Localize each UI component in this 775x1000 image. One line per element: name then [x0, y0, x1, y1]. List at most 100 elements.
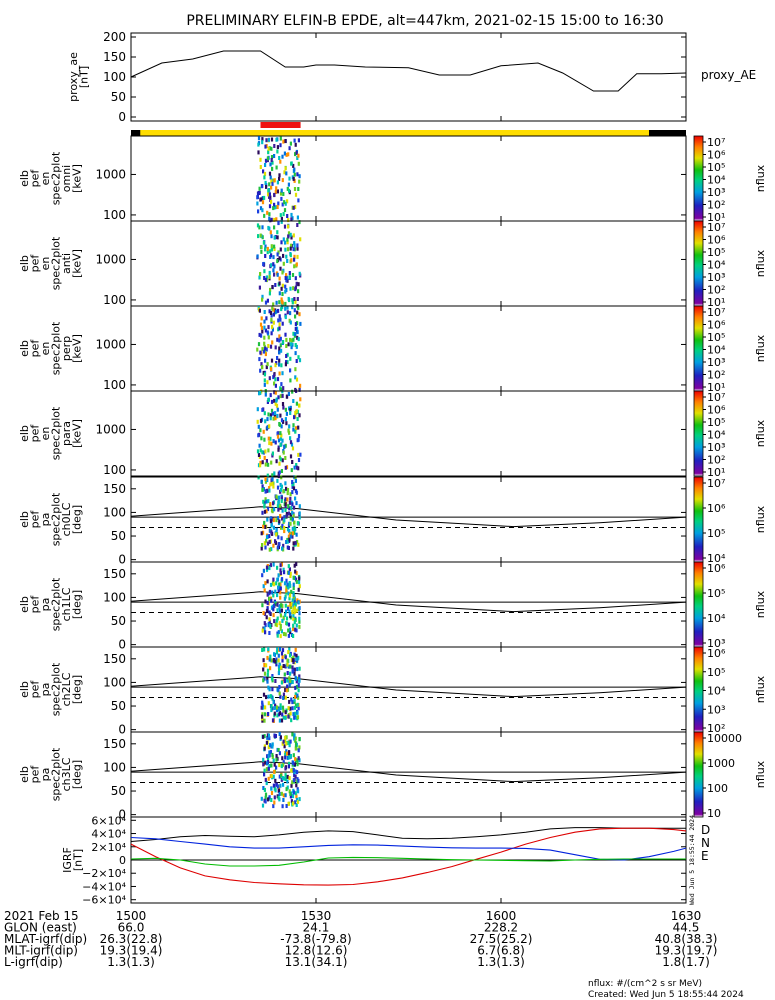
elb_pef_pa_spec2plot_ch3LC-pixel	[294, 774, 297, 779]
elb_pef_pa_spec2plot_ch3LC-pixel	[263, 772, 266, 777]
elb_pef_pa_spec2plot_ch2LC-pixel	[294, 675, 297, 680]
elb_pef_pa_spec2plot_ch0LC-pixel	[298, 515, 301, 520]
elb_pef_pa_spec2plot_ch0LC-pixel	[286, 545, 289, 550]
crest: Wed Jun 5 18:55:44 2024	[688, 815, 696, 905]
elb_pef_pa_spec2plot_ch2LC-pixel	[261, 718, 264, 723]
elb_pef_pa_spec2plot_ch2LC-pixel	[294, 715, 297, 720]
elb_pef_en_spec2plot_perp-pixel	[292, 337, 295, 342]
elb_pef_pa_spec2plot_ch3LC-pixel	[295, 797, 299, 802]
elb_pef_pa_spec2plot_ch3LC-pixel	[269, 743, 272, 748]
elb_pef_pa_spec2plot_ch2LC-pixel	[270, 708, 273, 713]
elb_pef_pa_spec2plot_ch2LC-loss-cone-line	[130, 676, 687, 698]
elb_pef_en_spec2plot_omni-pixel	[289, 141, 292, 146]
elb_pef_en_spec2plot_perp-pixel	[295, 326, 299, 331]
elb_pef_en_spec2plot_perp-pixel	[296, 310, 299, 315]
elb_pef_pa_spec2plot_ch2LC-pixel	[263, 718, 266, 723]
elb_pef_en_spec2plot_anti-frame	[130, 220, 687, 307]
elb_pef_en_spec2plot_anti-pixel	[280, 297, 283, 302]
elb_pef_en_spec2plot_para-pixel	[297, 434, 301, 438]
elb_pef_pa_spec2plot_ch0LC-pixel	[298, 504, 301, 509]
elb_pef_en_spec2plot_para-pixel	[299, 397, 302, 402]
elb_pef_pa_spec2plot_ch1LC-pixel	[289, 583, 292, 588]
elb_pef_en_spec2plot_para-pixel	[256, 407, 259, 412]
elb_pef_en_spec2plot_omni-pixel	[293, 138, 296, 143]
elb_pef_en_spec2plot_para-pixel	[297, 458, 301, 462]
elb_pef_pa_spec2plot_ch2LC-pixel	[289, 711, 292, 716]
elb_pef_pa_spec2plot_ch2LC-pixel	[276, 687, 279, 692]
elb_pef_pa_spec2plot_ch1LC-pixel	[288, 627, 292, 632]
elb_pef_en_spec2plot_anti-pixel	[293, 297, 296, 301]
elb_pef_en_spec2plot_para-pixel	[256, 449, 260, 454]
elb_pef_en_spec2plot_perp-pixel	[269, 344, 273, 349]
elb_pef_pa_spec2plot_ch0LC-pixel	[260, 546, 263, 551]
elb_pef_pa_spec2plot_ch1LC-pixel	[295, 571, 298, 576]
igrf-series-d	[130, 827, 687, 886]
elb_pef_en_spec2plot_para-pixel	[285, 394, 288, 399]
elb_pef_en_spec2plot_perp-pixel	[278, 338, 281, 343]
elb_pef_pa_spec2plot_ch3LC-pixel	[285, 787, 288, 792]
elb_pef_pa_spec2plot_ch2LC-pixel	[281, 655, 284, 660]
elb_pef_pa_spec2plot_ch2LC-pixel	[285, 688, 288, 693]
elb_pef_en_spec2plot_omni-pixel	[275, 186, 278, 191]
elb_pef_pa_spec2plot_ch0LC-pixel	[272, 518, 275, 523]
elb_pef_pa_spec2plot_ch1LC-pixel	[263, 626, 266, 631]
elb_pef_pa_spec2plot_ch1LC-pixel	[289, 574, 292, 578]
elb_pef_pa_spec2plot_ch3LC-pixel	[296, 799, 300, 804]
elb_pef_pa_spec2plot_ch1LC-pixel	[295, 608, 298, 613]
elb_pef_pa_spec2plot_ch0LC-pixel	[275, 518, 278, 523]
elb_pef_en_spec2plot_omni-pixel	[282, 212, 285, 217]
elb_pef_pa_spec2plot_ch0LC-pixel	[295, 532, 298, 537]
elb_pef_pa_spec2plot_ch1LC-pixel	[262, 611, 265, 616]
elb_pef_pa_spec2plot_ch1LC-pixel	[285, 616, 289, 621]
elb_pef_en_spec2plot_para-pixel	[293, 415, 296, 420]
elb_pef_pa_spec2plot_ch3LC-pixel	[267, 733, 270, 738]
elb_pef_pa_spec2plot_ch0LC-pixel	[263, 503, 266, 508]
elb_pef_en_spec2plot_para-pixel	[271, 451, 274, 456]
elb_pef_pa_spec2plot_ch1LC-pixel	[287, 622, 291, 627]
elb_pef_en_spec2plot_para-pixel	[296, 417, 299, 421]
elb_pef_en_spec2plot_perp-ylabel-line: perp	[60, 336, 73, 361]
science-zone-bar	[260, 122, 301, 128]
elb_pef_pa_spec2plot_ch0LC-pixel	[288, 500, 291, 505]
elb_pef_en_spec2plot_anti-ylabel-line: elb	[18, 255, 31, 272]
elb_pef_pa_spec2plot_ch3LC-pixel	[277, 795, 280, 800]
elb_pef_pa_spec2plot_ch2LC-pixel	[267, 712, 270, 716]
elb_pef_en_spec2plot_anti-pixel	[273, 264, 276, 269]
elb_pef_pa_spec2plot_ch2LC-pixel	[276, 705, 279, 710]
elb_pef_pa_spec2plot_ch1LC-pixel	[272, 607, 275, 612]
elb_pef_en_spec2plot_anti-pixel	[299, 237, 302, 242]
elb_pef_pa_spec2plot_ch3LC-pixel	[297, 748, 300, 753]
elb_pef_pa_spec2plot_ch3LC-pixel	[262, 786, 265, 790]
elb_pef_pa_spec2plot_ch1LC-pixel	[272, 613, 275, 618]
elb_pef_pa_spec2plot_ch1LC-pixel	[261, 628, 264, 633]
elb_pef_pa_spec2plot_ch2LC-pixel	[291, 706, 294, 711]
elb_pef_en_spec2plot_perp-pixel	[278, 358, 281, 363]
elb_pef_pa_spec2plot_ch1LC-pixel	[298, 584, 301, 589]
elb_pef_pa_spec2plot_ch0LC-ytick-label: 0	[118, 553, 126, 567]
elb_pef_en_spec2plot_para-pixel	[271, 411, 274, 416]
elb_pef_en_spec2plot_anti-pixel	[266, 298, 269, 303]
elb_pef_en_spec2plot_perp-pixel	[298, 387, 301, 392]
elb_pef_en_spec2plot_anti-pixel	[296, 223, 299, 227]
elb_pef_en_spec2plot_perp-pixel	[270, 317, 273, 322]
elb_pef_en_spec2plot_omni-pixel	[261, 140, 264, 145]
elb_pef_en_spec2plot_omni-pixel	[270, 185, 273, 190]
elb_pef_pa_spec2plot_ch0LC-pixel	[291, 484, 294, 489]
elb_pef_pa_spec2plot_ch0LC-pixel	[291, 490, 294, 495]
elb_pef_en_spec2plot_omni-ylabel-line: omni	[60, 165, 73, 192]
elb_pef_pa_spec2plot_ch2LC-pixel	[293, 715, 296, 720]
elb_pef_pa_spec2plot_ch3LC-ylabel-line: pef	[28, 765, 41, 784]
elb_pef_pa_spec2plot_ch3LC-pixel	[272, 774, 275, 779]
elb_pef_pa_spec2plot_ch0LC-pixel	[276, 485, 280, 490]
elb_pef_en_spec2plot_anti-colorbar-label-group: nflux	[754, 249, 767, 277]
elb_pef_en_spec2plot_omni-pixel	[263, 175, 266, 180]
elb_pef_en_spec2plot_omni-pixel	[280, 196, 283, 201]
elb_pef_en_spec2plot_anti-pixel	[289, 232, 292, 237]
elb_pef_en_spec2plot_anti-pixel	[263, 269, 266, 274]
elb_pef_pa_spec2plot_ch1LC-pixel	[265, 567, 269, 572]
elb_pef_en_spec2plot_anti-pixel	[286, 305, 289, 310]
elb_pef_en_spec2plot_anti-pixel	[290, 243, 293, 248]
elb_pef_pa_spec2plot_ch0LC-pixel	[288, 532, 291, 537]
elb_pef_pa_spec2plot_ch2LC-pixel	[274, 679, 277, 683]
elb_pef_pa_spec2plot_ch0LC-pixel	[277, 495, 280, 500]
